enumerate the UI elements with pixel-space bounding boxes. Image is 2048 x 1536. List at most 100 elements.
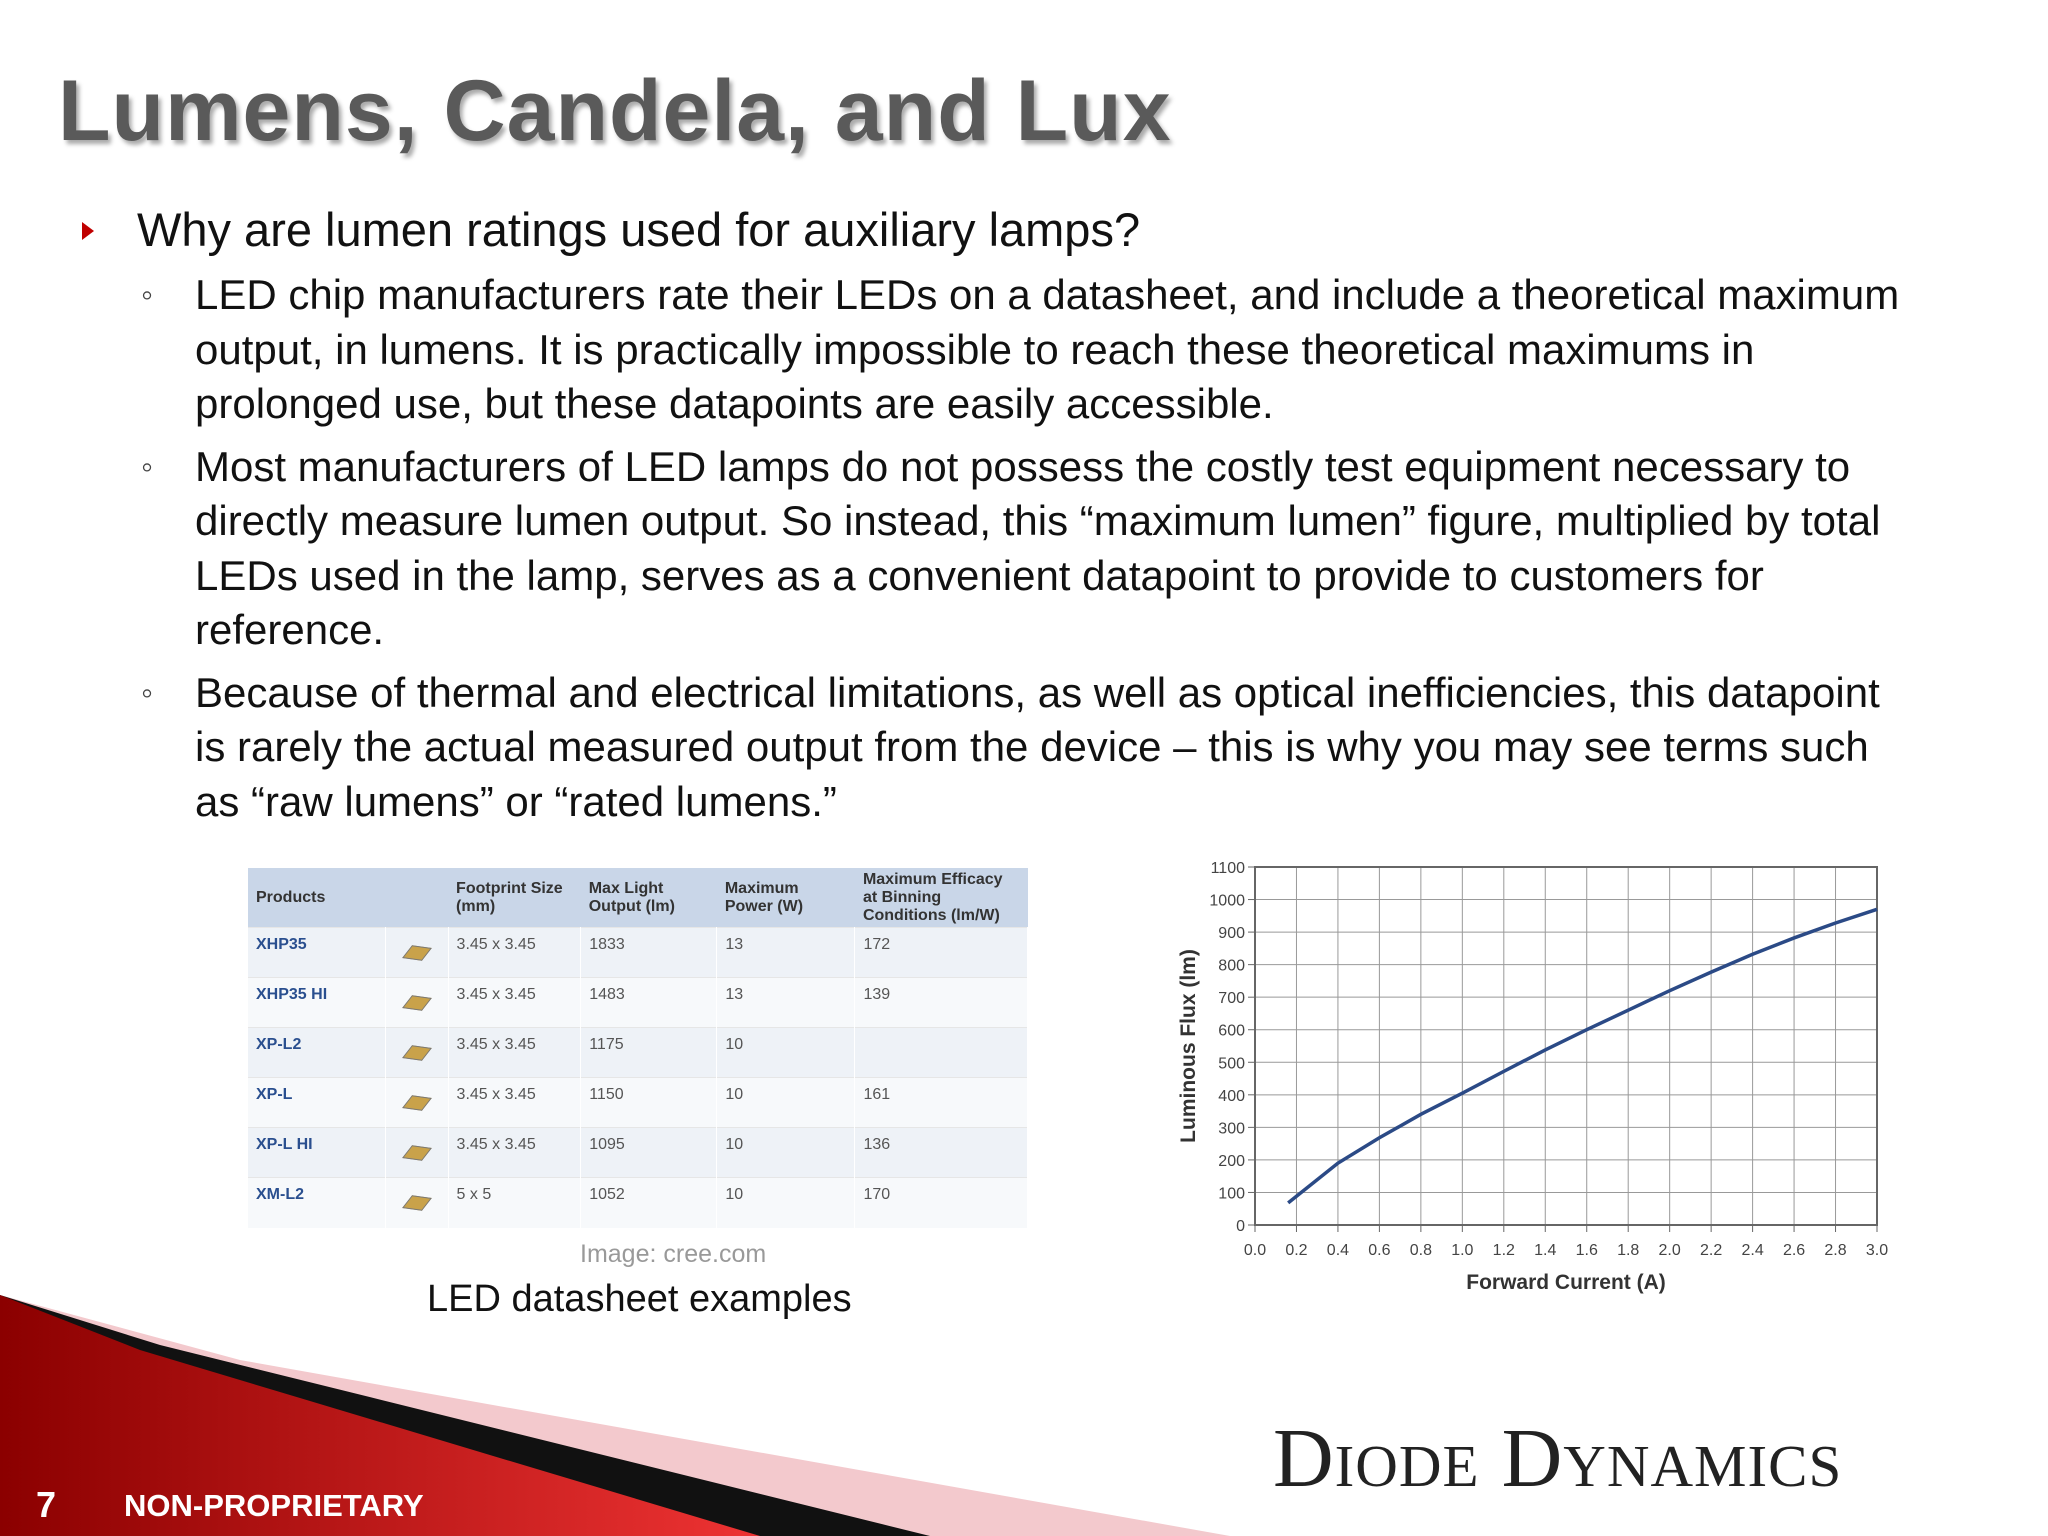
x-tick-label: 2.0: [1659, 1242, 1681, 1259]
header-cell: Maximum Power (W): [716, 868, 855, 928]
x-tick-label: 3.0: [1866, 1242, 1888, 1259]
y-tick-label: 0: [1236, 1218, 1245, 1235]
y-tick-label: 400: [1218, 1088, 1245, 1105]
table-cell: XP-L: [248, 1077, 386, 1128]
x-tick-label: 2.6: [1783, 1242, 1805, 1259]
swoosh: [0, 1295, 760, 1536]
table-cell: 1150: [580, 1077, 718, 1128]
x-tick-label: 0.0: [1244, 1242, 1266, 1259]
table-row: XHP35 3.45 x 3.45 1833 13 172: [248, 927, 1028, 978]
table-cell: 3.45 x 3.45: [448, 1027, 582, 1078]
table-cell: [385, 1127, 449, 1178]
header-cell: Products: [248, 868, 386, 928]
sub-bullet: Most manufacturers of LED lamps do not p…: [0, 440, 1915, 658]
x-tick-label: 0.6: [1368, 1242, 1390, 1259]
x-tick-label: 1.8: [1617, 1242, 1639, 1259]
x-tick-label: 0.8: [1410, 1242, 1432, 1259]
data-line: [1287, 907, 1878, 1205]
image-credit: Image: cree.com: [580, 1240, 767, 1268]
y-axis-label: Luminous Flux (lm): [1177, 949, 1200, 1143]
table-cell: 170: [854, 1177, 1028, 1228]
chip-icon: [401, 995, 432, 1011]
x-tick-label: 1.4: [1534, 1242, 1556, 1259]
y-tick-label: 1100: [1211, 860, 1246, 877]
table-cell: XP-L2: [248, 1027, 386, 1078]
table-row: XP-L2 3.45 x 3.45 1175 10: [248, 1027, 1028, 1078]
y-tick-label: 200: [1218, 1153, 1245, 1170]
table-cell: [385, 977, 449, 1028]
bullet-list: Why are lumen ratings used for auxiliary…: [0, 200, 1960, 829]
table-cell: 1052: [580, 1177, 718, 1228]
slide-title: Lumens, Candela, and Lux: [58, 63, 1172, 159]
table-cell: [854, 1027, 1028, 1078]
table-cell: [385, 1177, 449, 1228]
bullet: Why are lumen ratings used for auxiliary…: [0, 200, 1960, 260]
table-cell: 10: [716, 1127, 856, 1178]
header-cell: [385, 868, 449, 928]
table-row: XHP35 HI 3.45 x 3.45 1483 13 139: [248, 977, 1028, 1028]
y-tick-label: 800: [1218, 958, 1245, 975]
table-cell: 1833: [580, 927, 718, 978]
table-cell: XP-L HI: [248, 1127, 386, 1178]
sub-bullet: Because of thermal and electrical limita…: [0, 666, 1915, 830]
table-cell: 1483: [580, 977, 718, 1028]
y-tick-label: 700: [1218, 990, 1245, 1007]
plot-frame: [1254, 866, 1878, 1226]
table-cell: 3.45 x 3.45: [448, 1127, 582, 1178]
table-cell: XHP35: [248, 927, 386, 978]
caption: LED datasheet examples: [427, 1278, 852, 1320]
y-tick-label: 900: [1218, 925, 1245, 942]
table-row: XM-L2 5 x 5 1052 10 170: [248, 1177, 1028, 1228]
x-tick-label: 1.2: [1493, 1242, 1515, 1259]
table-cell: XHP35 HI: [248, 977, 386, 1028]
table-cell: 3.45 x 3.45: [448, 1077, 582, 1128]
chip-icon: [401, 1095, 432, 1111]
x-tick-label: 2.4: [1741, 1242, 1763, 1259]
table-cell: 3.45 x 3.45: [448, 927, 582, 978]
datasheet-table: Products Footprint Size (mm) Max Light Out…: [248, 868, 1028, 1228]
chip-icon: [401, 945, 432, 961]
y-tick-label: 500: [1218, 1055, 1245, 1072]
y-tick-label: 300: [1218, 1120, 1245, 1137]
table-cell: 3.45 x 3.45: [448, 977, 582, 1028]
table-cell: [385, 1027, 449, 1078]
table-cell: [385, 1077, 449, 1128]
table-cell: XM-L2: [248, 1177, 386, 1228]
page-number: 7: [36, 1484, 57, 1525]
x-tick-label: 2.2: [1700, 1242, 1722, 1259]
header-cell: Maximum Efficacy at Binning Conditions (…: [854, 868, 1028, 928]
header-row: Products Footprint Size (mm) Max Light Out…: [248, 868, 1028, 928]
table-row: XP-L 3.45 x 3.45 1150 10 161: [248, 1077, 1028, 1128]
chip-icon: [401, 1145, 432, 1161]
table-row: XP-L HI 3.45 x 3.45 1095 10 136: [248, 1127, 1028, 1178]
y-tick-label: 1000: [1209, 893, 1245, 910]
y-tick-label: 100: [1218, 1185, 1245, 1202]
table-cell: 136: [854, 1127, 1028, 1178]
header-cell: Footprint Size (mm): [448, 868, 581, 928]
table-cell: 13: [716, 927, 856, 978]
chip-icon: [401, 1045, 432, 1061]
table-cell: 10: [716, 1027, 856, 1078]
table-cell: 161: [854, 1077, 1028, 1128]
table-cell: 13: [716, 977, 856, 1028]
table-cell: 1175: [580, 1027, 718, 1078]
table-cell: 5 x 5: [448, 1177, 582, 1228]
table-cell: 10: [716, 1077, 856, 1128]
table-cell: 1095: [580, 1127, 718, 1178]
x-tick-label: 0.4: [1327, 1242, 1349, 1259]
x-tick-label: 1.0: [1451, 1242, 1473, 1259]
sub-bullet: LED chip manufacturers rate their LEDs o…: [0, 268, 1915, 432]
plot-area: [1254, 866, 1878, 1226]
table-cell: 139: [854, 977, 1028, 1028]
x-tick-label: 0.2: [1285, 1242, 1307, 1259]
chip-icon: [401, 1195, 432, 1211]
x-tick-label: 2.8: [1824, 1242, 1846, 1259]
footer-label: NON-PROPRIETARY: [124, 1488, 424, 1523]
header-cell: Max Light Output (lm): [580, 868, 717, 928]
logo: Diode Dynamics: [1273, 1412, 1843, 1505]
x-tick-label: 1.6: [1576, 1242, 1598, 1259]
x-axis-label: Forward Current (A): [1466, 1271, 1666, 1294]
table-cell: [385, 927, 449, 978]
